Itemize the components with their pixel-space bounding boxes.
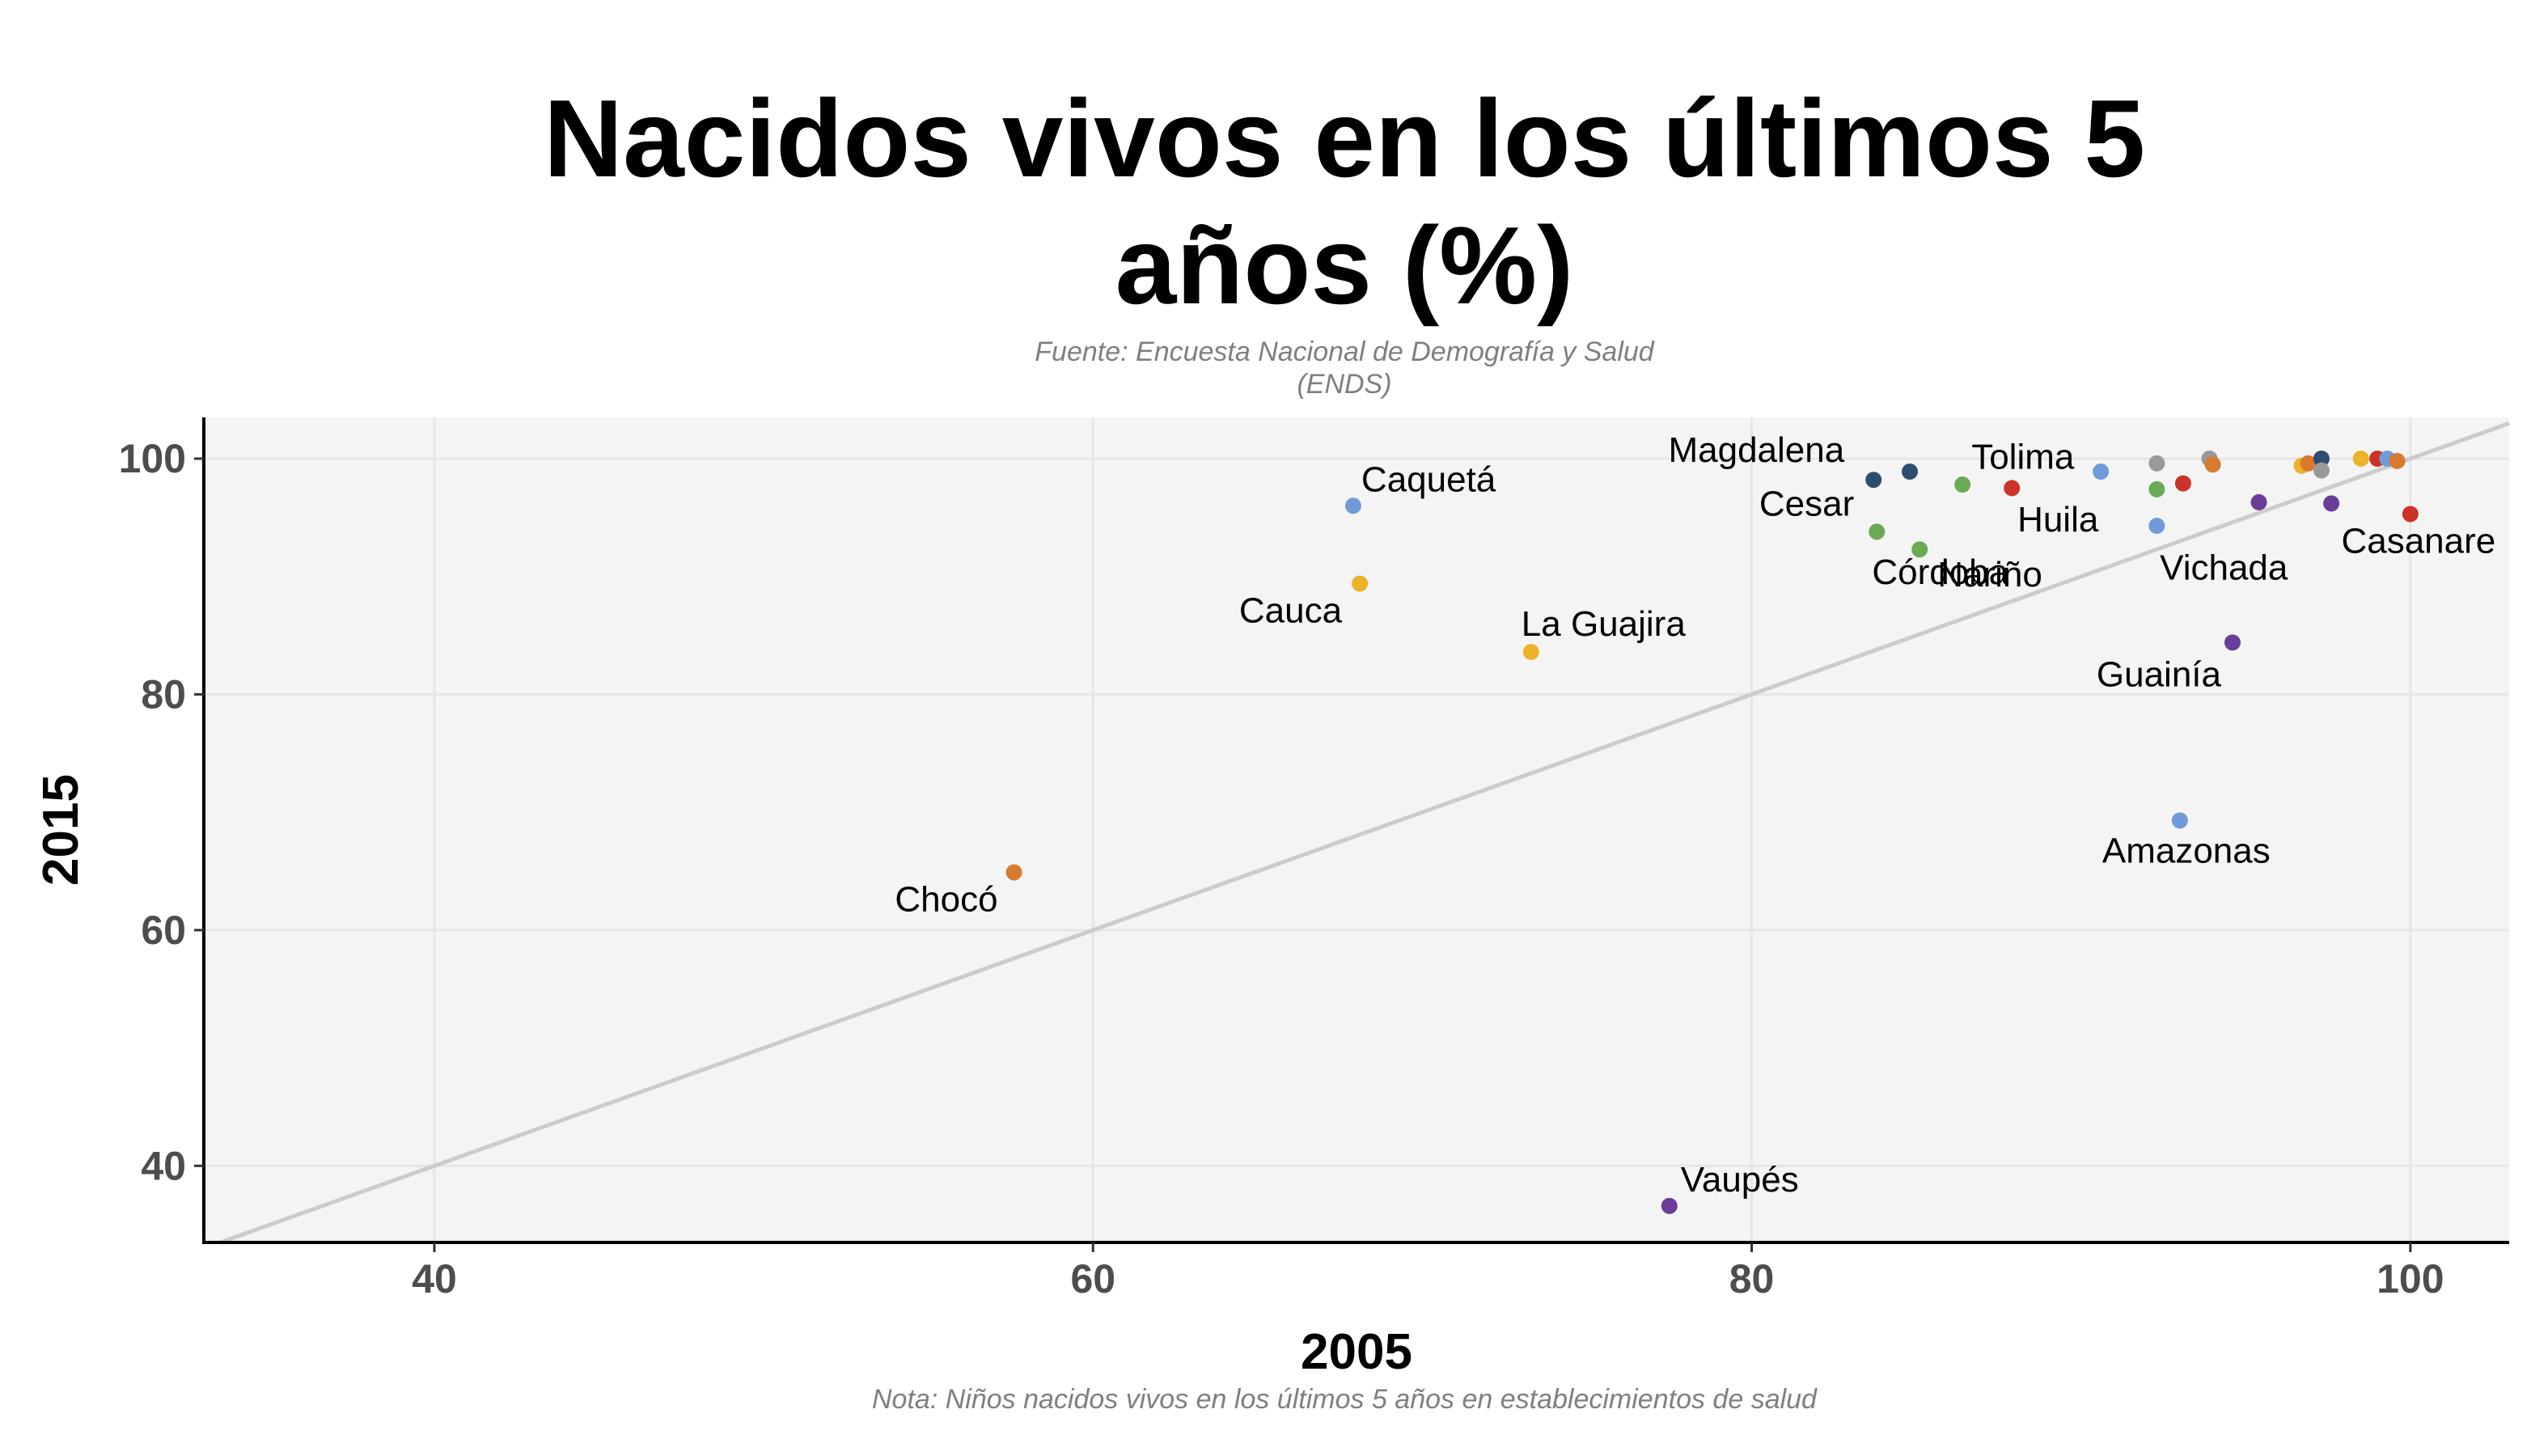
data-point-2 [1522,643,1539,660]
point-label-amazonas: Amazonas [2102,831,2271,870]
data-point-17 [2204,456,2221,473]
chart-subtitle-line-1: Fuente: Encuesta Nacional de Demografía … [1035,336,1655,367]
chart-title-line-2: años (%) [1115,204,1574,327]
point-label-cauca: Cauca [1239,590,1343,630]
axis-ticks: 40 60 80 100 40 60 80 100 [119,436,2444,1302]
y-tick-label-40: 40 [141,1143,186,1188]
data-point-8 [1869,523,1886,540]
data-point-30 [2402,506,2419,523]
x-tick-label-80: 80 [1729,1256,1775,1302]
data-point-25 [2323,495,2340,512]
data-point-9 [1911,541,1928,558]
point-label-narino: Nariño [1937,555,2042,595]
y-tick-label-60: 60 [141,908,186,953]
chart-caption: Nota: Niños nacidos vivos en los últimos… [872,1384,1818,1415]
data-point-23 [2313,451,2330,467]
data-point-11 [2093,463,2110,480]
y-axis-title: 2015 [33,774,89,886]
point-label-tolima: Tolima [1971,437,2075,476]
data-point-12 [2148,455,2165,472]
point-label-casanare: Casanare [2341,521,2495,561]
point-label-magdalena: Magdalena [1668,430,1844,470]
y-tick-label-100: 100 [119,436,186,481]
point-label-vaupes: Vaupés [1681,1160,1799,1200]
data-point-13 [2148,480,2165,497]
plot-panel [204,417,2509,1242]
data-point-15 [2148,518,2165,535]
x-tick-label-60: 60 [1070,1256,1115,1302]
point-label-cordoba: Córdoba [1872,552,2008,592]
x-tick-label-100: 100 [2377,1256,2444,1302]
x-axis-title: 2005 [1301,1324,1412,1380]
grid-lines [204,417,2509,1242]
data-point-14 [2174,475,2191,492]
x-tick-label-40: 40 [412,1256,457,1302]
data-point-19 [2224,634,2241,651]
data-point-0 [1344,497,1361,514]
data-point-26 [2352,451,2369,467]
chart-subtitle-line-2: (ENDS) [1297,369,1391,400]
data-point-20 [2171,812,2188,829]
data-point-29 [2389,452,2406,469]
point-label-cesar: Cesar [1759,484,1854,523]
data-point-3 [1005,864,1022,881]
data-point-5 [1865,472,1882,489]
reference-line [219,421,2510,1245]
point-label-huila: Huila [2017,500,2099,540]
data-point-7 [1954,476,1971,493]
point-label-guainia: Guainía [2097,654,2222,694]
data-point-10 [2004,480,2021,497]
point-label-caqueta: Caquetá [1361,459,1496,499]
point-label-choco: Chocó [895,879,997,919]
data-point-6 [1902,463,1918,480]
y-tick-label-80: 80 [141,671,186,717]
data-point-22 [2300,455,2317,472]
data-point-1 [1352,575,1369,592]
data-point-24 [2313,462,2330,479]
data-point-18 [2250,493,2267,510]
point-label-la-guajira: La Guajira [1522,604,1687,644]
point-labels: Caquetá Cauca La Guajira Chocó Vaupés Magdale… [895,430,2495,1200]
data-point-4 [1661,1197,1678,1214]
data-points [1005,451,2419,1214]
point-label-vichada: Vichada [2160,548,2288,587]
chart-title-line-1: Nacidos vivos en los últimos 5 [544,77,2145,200]
